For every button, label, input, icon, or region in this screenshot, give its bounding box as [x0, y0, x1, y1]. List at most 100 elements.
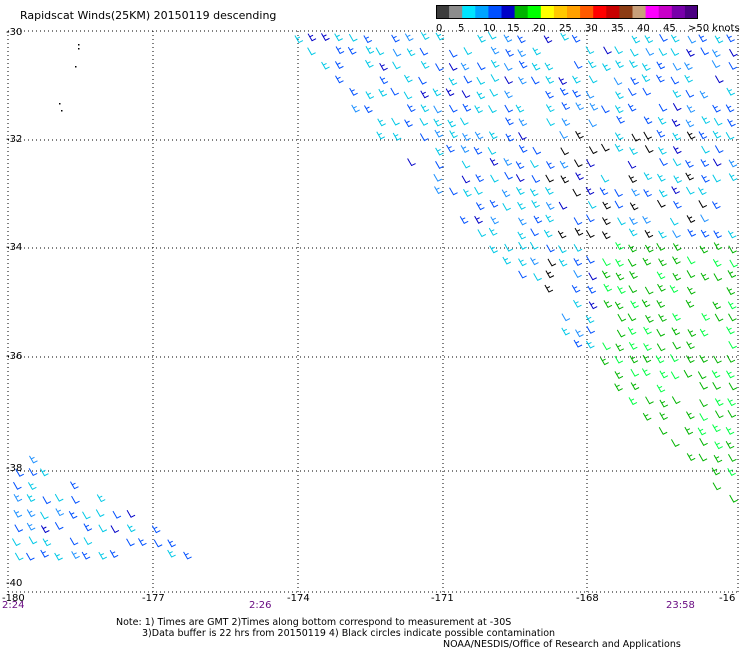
- wind-barb: [589, 102, 599, 111]
- wind-barb: [728, 340, 737, 349]
- wind-barb: [614, 371, 624, 380]
- wind-barb: [659, 33, 668, 42]
- wind-barb: [586, 325, 595, 334]
- wind-barb: [615, 60, 624, 69]
- wind-barb: [573, 159, 583, 168]
- wind-barb: [673, 175, 682, 184]
- wind-barb: [656, 328, 665, 337]
- wind-barb: [29, 455, 38, 464]
- wind-barb: [505, 117, 514, 126]
- wind-barb: [670, 354, 679, 363]
- wind-barb: [83, 537, 93, 546]
- wind-barb: [630, 300, 639, 309]
- wind-barb: [126, 524, 136, 533]
- wind-barb: [518, 118, 528, 127]
- wind-barb: [404, 119, 413, 128]
- wind-barb: [645, 314, 654, 323]
- wind-barb: [575, 172, 584, 181]
- wind-barb: [700, 229, 710, 238]
- wind-barb: [585, 214, 595, 223]
- wind-barb: [561, 327, 570, 336]
- wind-barb: [588, 75, 598, 84]
- wind-barb: [477, 34, 486, 43]
- wind-barb: [545, 104, 555, 113]
- wind-barb: [671, 396, 681, 405]
- colorbar-tick: 40: [637, 23, 650, 34]
- wind-barb: [670, 34, 680, 43]
- wind-barb: [644, 230, 654, 238]
- wind-speed-colorbar: [436, 5, 698, 19]
- wind-barb: [518, 144, 528, 153]
- wind-barb: [686, 341, 695, 350]
- lon-label: -168: [576, 593, 599, 604]
- wind-barb: [686, 286, 696, 295]
- wind-barb: [727, 230, 737, 239]
- wind-barb: [672, 62, 682, 71]
- colorbar-tick: 5: [458, 23, 465, 34]
- note-line-1: Note: 1) Times are GMT 2)Times along bot…: [116, 617, 512, 628]
- wind-barb: [404, 33, 414, 42]
- colorbar-tick: 30: [585, 23, 598, 34]
- wind-barb: [642, 354, 652, 363]
- wind-barb: [687, 228, 696, 237]
- wind-barb: [449, 187, 458, 196]
- wind-barb: [629, 271, 638, 279]
- wind-barb: [502, 256, 512, 265]
- wind-barb: [729, 494, 738, 503]
- wind-barb: [573, 339, 583, 348]
- wind-barb: [463, 189, 472, 197]
- wind-barb: [516, 187, 525, 195]
- wind-barb: [686, 355, 695, 364]
- wind-barb: [98, 524, 108, 533]
- wind-barb: [545, 270, 555, 279]
- wind-barb: [348, 33, 358, 42]
- wind-barb: [629, 48, 639, 57]
- wind-barb: [685, 172, 694, 181]
- wind-barb: [558, 258, 568, 267]
- wind-barb: [713, 117, 723, 126]
- wind-barb: [728, 173, 738, 182]
- wind-barb: [729, 48, 738, 57]
- wind-barb: [545, 75, 555, 84]
- wind-barb: [167, 539, 176, 548]
- wind-barb: [392, 61, 401, 70]
- wind-barb: [573, 299, 582, 308]
- colorbar-segment: [462, 5, 476, 19]
- wind-barb: [573, 61, 583, 69]
- wind-barb: [435, 147, 444, 156]
- wind-barb: [699, 381, 708, 390]
- wind-barb: [698, 200, 708, 209]
- wind-barb: [657, 116, 667, 125]
- wind-barb: [672, 341, 681, 350]
- wind-barb: [505, 48, 514, 57]
- wind-barb: [26, 552, 35, 561]
- wind-barb: [658, 314, 667, 322]
- wind-barb: [726, 287, 736, 296]
- wind-barb: [420, 32, 430, 40]
- wind-barb: [531, 175, 541, 183]
- wind-barb: [448, 49, 458, 58]
- wind-barb: [545, 214, 554, 223]
- wind-barb: [392, 48, 402, 57]
- wind-barb: [602, 63, 611, 72]
- wind-barb: [645, 396, 654, 405]
- wind-barb: [701, 116, 711, 125]
- wind-barb: [700, 214, 709, 223]
- wind-barb: [378, 88, 388, 97]
- wind-barb: [645, 47, 655, 56]
- wind-barb: [14, 524, 24, 533]
- wind-barb: [419, 47, 429, 56]
- wind-barb: [712, 130, 722, 139]
- wind-barb: [697, 427, 707, 436]
- wind-barb: [697, 187, 707, 196]
- wind-barb: [490, 46, 500, 55]
- wind-barb: [669, 285, 679, 294]
- wind-barb: [602, 217, 611, 226]
- wind-barb: [54, 521, 64, 530]
- wind-barb: [517, 49, 526, 58]
- wind-barb: [335, 75, 344, 84]
- wind-barb: [419, 133, 429, 142]
- wind-barb: [488, 227, 498, 236]
- colorbar-segment: [567, 5, 581, 19]
